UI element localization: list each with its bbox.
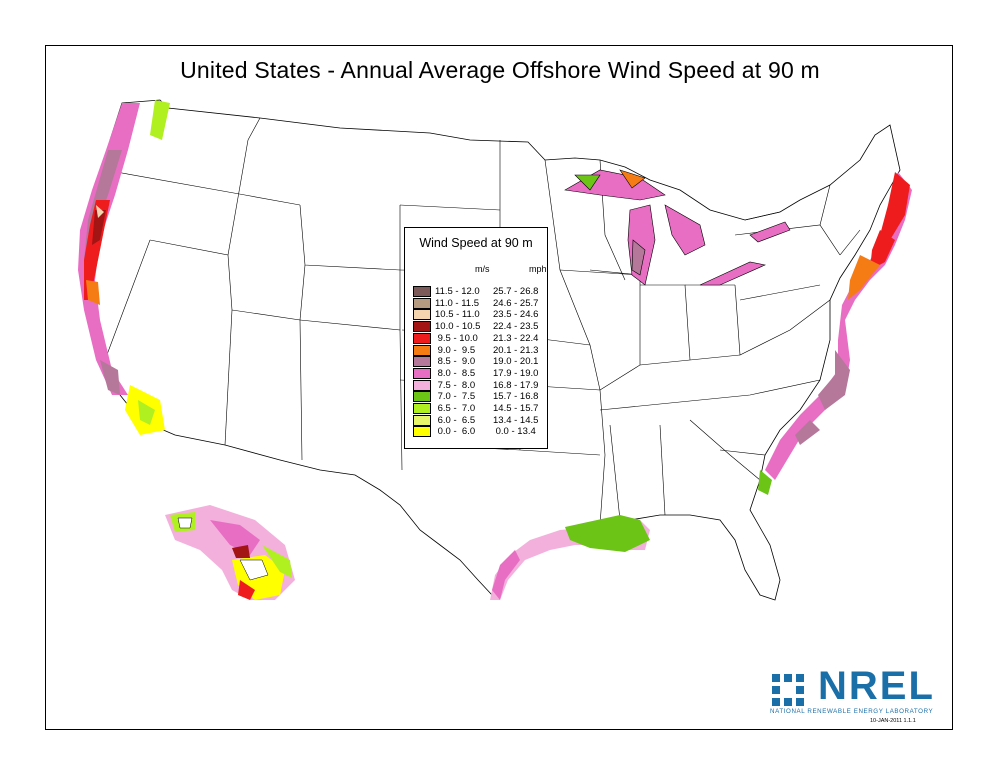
legend-ms-range: 6.5 - 7.0 — [435, 403, 476, 414]
legend-unit-ms: m/s — [475, 264, 490, 274]
legend-swatch — [413, 297, 431, 309]
legend-swatch — [413, 426, 431, 438]
legend-swatch — [413, 391, 431, 403]
legend-row: 10.0 - 10.5 22.4 - 23.5 — [413, 321, 543, 333]
legend-ms-range: 8.0 - 8.5 — [435, 367, 476, 379]
legend-ms-range: 0.0 - 6.0 — [435, 426, 476, 438]
legend-ms-range: 7.5 - 8.0 — [435, 379, 476, 391]
great-lakes — [564, 169, 791, 286]
legend-ms-range: 11.5 - 12.0 — [435, 286, 480, 297]
legend-swatch — [413, 286, 431, 297]
legend: Wind Speed at 90 m m/s mph 11.5 - 12.0 25… — [404, 227, 548, 449]
east-coast-wind — [758, 172, 912, 495]
nrel-logo-mark-icon — [772, 674, 804, 706]
nrel-logo: NREL NATIONAL RENEWABLE ENERGY LABORATOR… — [770, 664, 945, 715]
legend-row: 10.5 - 11.0 23.5 - 24.6 — [413, 309, 543, 321]
legend-ms-range: 10.5 - 11.0 — [435, 309, 480, 321]
legend-mph-range: 13.4 - 14.5 — [493, 414, 539, 426]
legend-row: 0.0 - 6.0 0.0 - 13.4 — [413, 426, 543, 438]
nrel-wordmark: NREL — [818, 664, 935, 708]
legend-row: 8.0 - 8.5 17.9 - 19.0 — [413, 367, 543, 379]
legend-swatch — [413, 379, 431, 391]
legend-ms-range: 9.0 - 9.5 — [435, 344, 476, 356]
hawaii-wind — [165, 505, 295, 600]
west-coast-wind — [78, 100, 170, 435]
legend-mph-range: 14.5 - 15.7 — [493, 403, 539, 414]
legend-swatch — [413, 332, 431, 344]
legend-ms-range: 8.5 - 9.0 — [435, 356, 476, 368]
legend-ms-range: 11.0 - 11.5 — [435, 297, 480, 309]
legend-mph-range: 16.8 - 17.9 — [493, 379, 539, 391]
legend-mph-range: 25.7 - 26.8 — [493, 286, 539, 297]
legend-mph-range: 19.0 - 20.1 — [493, 356, 539, 368]
gulf-coast-wind — [490, 515, 650, 600]
legend-mph-range: 17.9 - 19.0 — [493, 367, 539, 379]
legend-mph-range: 21.3 - 22.4 — [493, 332, 539, 344]
legend-unit-mph: mph — [529, 264, 547, 274]
legend-mph-range: 23.5 - 24.6 — [493, 309, 539, 321]
map-version: 10-JAN-2011 1.1.1 — [870, 718, 916, 724]
legend-mph-range: 15.7 - 16.8 — [493, 391, 539, 403]
legend-row: 11.0 - 11.5 24.6 - 25.7 — [413, 297, 543, 309]
legend-ms-range: 9.5 - 10.0 — [435, 332, 478, 344]
legend-row: 7.0 - 7.5 15.7 - 16.8 — [413, 391, 543, 403]
legend-mph-range: 22.4 - 23.5 — [493, 321, 539, 333]
legend-swatch — [413, 309, 431, 321]
map-title: United States - Annual Average Offshore … — [180, 57, 820, 83]
legend-row: 8.5 - 9.0 19.0 - 20.1 — [413, 356, 543, 368]
legend-mph-range: 0.0 - 13.4 — [493, 426, 536, 438]
legend-swatch — [413, 356, 431, 368]
nrel-subtitle: NATIONAL RENEWABLE ENERGY LABORATORY — [770, 708, 934, 715]
legend-title: Wind Speed at 90 m — [419, 236, 533, 250]
legend-ms-range: 6.0 - 6.5 — [435, 414, 476, 426]
legend-ms-range: 7.0 - 7.5 — [435, 391, 476, 403]
legend-swatch — [413, 414, 431, 426]
legend-mph-range: 20.1 - 21.3 — [493, 344, 539, 356]
legend-row: 9.5 - 10.0 21.3 - 22.4 — [413, 332, 543, 344]
legend-row: 9.0 - 9.5 20.1 - 21.3 — [413, 344, 543, 356]
legend-row: 7.5 - 8.0 16.8 - 17.9 — [413, 379, 543, 391]
legend-mph-range: 24.6 - 25.7 — [493, 297, 539, 309]
legend-ms-range: 10.0 - 10.5 — [435, 321, 481, 333]
legend-swatch — [413, 321, 431, 333]
legend-swatch — [413, 367, 431, 379]
legend-row: 11.5 - 12.0 25.7 - 26.8 — [413, 286, 543, 297]
legend-swatch — [413, 344, 431, 356]
legend-swatch — [413, 403, 431, 414]
legend-row: 6.0 - 6.5 13.4 - 14.5 — [413, 414, 543, 426]
legend-row: 6.5 - 7.0 14.5 - 15.7 — [413, 403, 543, 414]
